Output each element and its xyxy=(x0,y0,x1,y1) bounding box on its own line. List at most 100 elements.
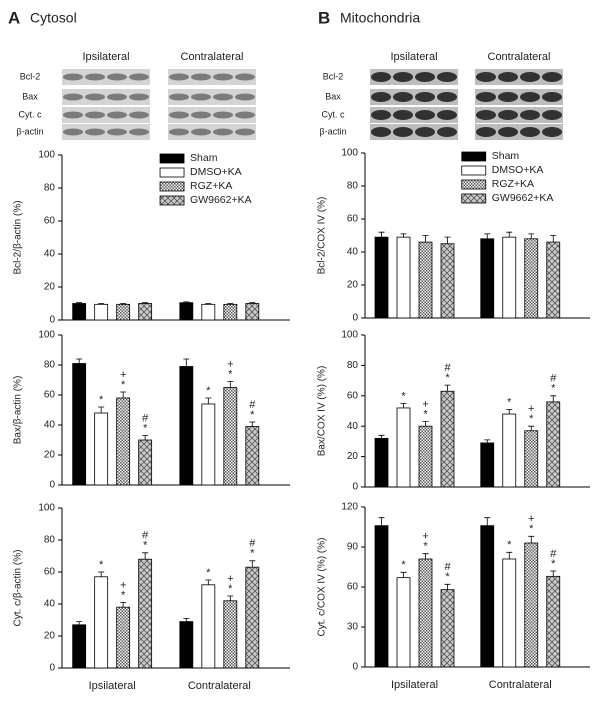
y-tick-label: 0 xyxy=(49,663,55,674)
error-bar xyxy=(528,233,535,239)
bar xyxy=(418,558,433,668)
blot-strip xyxy=(475,89,563,105)
legend-label: RGZ+KA xyxy=(492,178,534,190)
y-tick-label: 40 xyxy=(347,421,359,432)
significance-marker: + xyxy=(422,531,428,543)
bar xyxy=(440,243,455,319)
bar xyxy=(201,584,216,669)
blot-row-label: Bax xyxy=(325,91,341,101)
significance-marker: * xyxy=(250,409,255,421)
error-bar xyxy=(183,358,190,367)
significance-marker: * xyxy=(99,559,104,571)
significance-marker: * xyxy=(401,390,406,402)
y-tick-label: 0 xyxy=(49,315,55,326)
bar xyxy=(502,558,517,668)
blot-band xyxy=(520,92,540,102)
error-bar xyxy=(550,395,557,402)
error-bar xyxy=(400,571,407,578)
significance-marker: + xyxy=(120,579,126,591)
y-tick-label: 60 xyxy=(44,216,56,227)
y-tick-label: 20 xyxy=(347,451,359,462)
error-bar xyxy=(444,583,451,590)
bar xyxy=(546,575,561,668)
y-tick-label: 80 xyxy=(347,181,359,192)
blot-band xyxy=(393,72,413,82)
blot-strip xyxy=(62,107,150,123)
blot-band xyxy=(415,92,435,102)
blot-band xyxy=(213,128,233,136)
bar xyxy=(245,566,260,669)
blot-strip xyxy=(475,107,563,123)
y-tick-label: 0 xyxy=(352,313,358,324)
bar xyxy=(245,426,260,486)
y-axis-label: Bcl-2/β-actin (%) xyxy=(13,200,24,274)
blot-band xyxy=(437,110,457,120)
significance-marker: * xyxy=(551,383,556,395)
bar xyxy=(396,577,411,668)
bar xyxy=(116,303,131,321)
blot-strip xyxy=(370,124,458,140)
blot-band xyxy=(235,128,255,136)
error-bar xyxy=(120,303,127,305)
bar xyxy=(502,413,517,488)
significance-marker: * xyxy=(121,589,126,601)
significance-marker: * xyxy=(143,422,148,434)
blot-band xyxy=(437,72,457,82)
blot-strip xyxy=(370,89,458,105)
error-bar xyxy=(142,435,149,440)
significance-marker: * xyxy=(121,379,126,391)
blot-band xyxy=(476,92,496,102)
blot-band xyxy=(191,93,211,101)
significance-marker: + xyxy=(227,358,233,370)
bar xyxy=(396,407,411,488)
significance-marker: * xyxy=(99,394,104,406)
blot-band xyxy=(498,72,518,82)
blot-row-label: Cyt. c xyxy=(321,109,345,119)
error-bar xyxy=(444,236,451,244)
significance-marker: # xyxy=(142,412,149,424)
bar xyxy=(546,401,561,488)
error-bar xyxy=(183,301,190,303)
blot-band xyxy=(393,127,413,137)
legend-swatch xyxy=(461,165,487,176)
blot-band xyxy=(191,111,211,119)
legend-label: DMSO+KA xyxy=(492,164,544,176)
bar xyxy=(223,600,238,669)
bar xyxy=(179,302,194,321)
significance-marker: # xyxy=(249,399,256,411)
blot-row-label: Bcl-2 xyxy=(323,71,344,81)
blot-band xyxy=(213,93,233,101)
blot-band xyxy=(169,93,189,101)
legend-label: DMSO+KA xyxy=(190,166,242,178)
panel-title: Cytosol xyxy=(30,10,77,26)
y-tick-label: 20 xyxy=(347,280,359,291)
blot-band xyxy=(107,73,127,81)
error-bar xyxy=(422,235,429,243)
bar xyxy=(138,439,153,486)
bar xyxy=(201,303,216,321)
significance-marker: * xyxy=(507,539,512,551)
legend-swatch xyxy=(461,151,487,162)
blot-band xyxy=(129,93,149,101)
blot-band xyxy=(129,73,149,81)
error-bar xyxy=(183,618,190,622)
legend-label: GW9662+KA xyxy=(190,194,252,206)
error-bar xyxy=(205,303,212,305)
blot-band xyxy=(85,111,105,119)
significance-marker: # xyxy=(249,538,256,550)
significance-marker: * xyxy=(401,559,406,571)
bar xyxy=(223,387,238,486)
blot-band xyxy=(520,110,540,120)
y-tick-label: 60 xyxy=(347,582,359,593)
blot-band xyxy=(476,110,496,120)
blot-band xyxy=(498,110,518,120)
blot-band xyxy=(191,128,211,136)
blot-row-label: Cyt. c xyxy=(18,109,42,119)
legend-swatch xyxy=(159,181,185,192)
significance-marker: * xyxy=(423,541,428,553)
error-bar xyxy=(506,231,513,238)
bar xyxy=(480,525,495,668)
significance-marker: + xyxy=(120,369,126,381)
error-bar xyxy=(506,409,513,415)
